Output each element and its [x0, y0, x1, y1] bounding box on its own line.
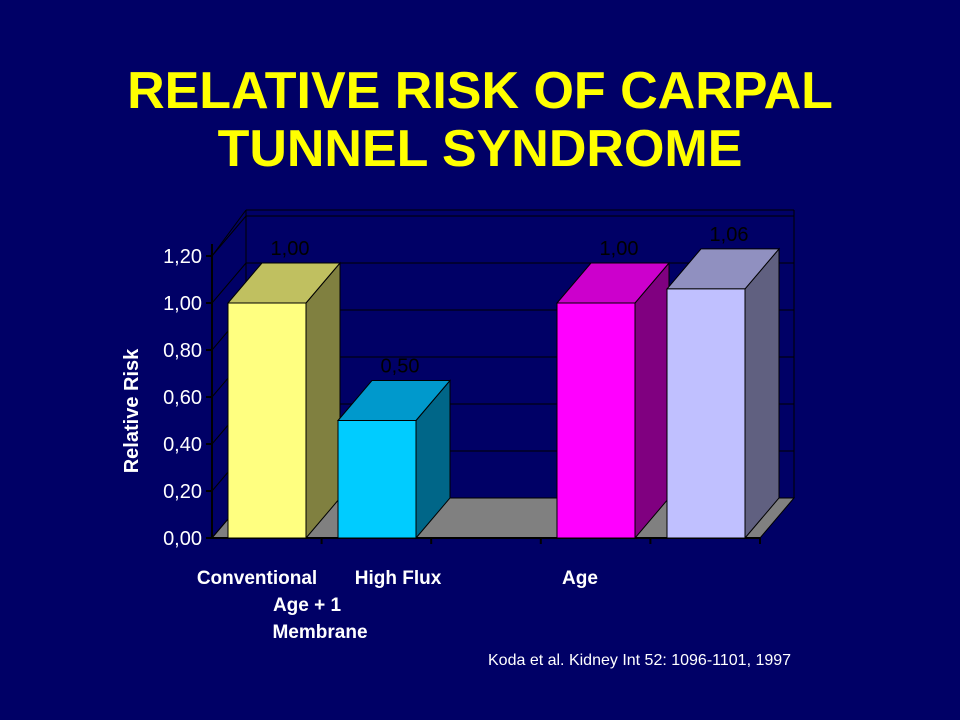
category-sublabel-membrane: Membrane	[272, 622, 368, 643]
y-tick-label: 1,00	[163, 293, 202, 315]
y-tick-label: 0,80	[163, 340, 202, 362]
y-tick-label: 1,20	[163, 246, 202, 268]
bar-side-0	[305, 261, 341, 540]
y-tick-label: 0,60	[163, 387, 202, 409]
data-label-3: 1,06	[710, 224, 749, 246]
bar-side-2	[634, 261, 670, 540]
y-tick-label: 0,20	[163, 481, 202, 503]
bar-1	[337, 420, 417, 539]
citation: Koda et al. Kidney Int 52: 1096-1101, 19…	[488, 652, 792, 669]
category-label-age: Age	[562, 568, 598, 589]
y-tick-label: 0,40	[163, 434, 202, 456]
bar-side-3	[744, 247, 780, 540]
bar-0	[227, 302, 307, 539]
bar-2	[556, 302, 636, 539]
category-label-conventional: Conventional	[196, 568, 318, 589]
side-wall-top	[211, 209, 247, 257]
y-tick-label: 0,00	[163, 528, 202, 550]
bar-3	[666, 288, 746, 539]
grid-diagonal	[211, 215, 247, 257]
grid-diagonal	[211, 262, 247, 304]
category-sublabel-age-plus-1: Age + 1	[272, 595, 342, 616]
category-label-high-flux: High Flux	[354, 568, 442, 589]
data-label-2: 1,00	[600, 238, 639, 260]
title-line-1: RELATIVE RISK OF CARPAL	[127, 62, 833, 120]
title-line-2: TUNNEL SYNDROME	[217, 120, 743, 178]
data-label-0: 1,00	[271, 238, 310, 260]
y-axis-label: Relative Risk	[121, 348, 143, 473]
slide-title: RELATIVE RISK OF CARPAL TUNNEL SYNDROME	[0, 62, 960, 178]
data-label-1: 0,50	[381, 356, 420, 378]
